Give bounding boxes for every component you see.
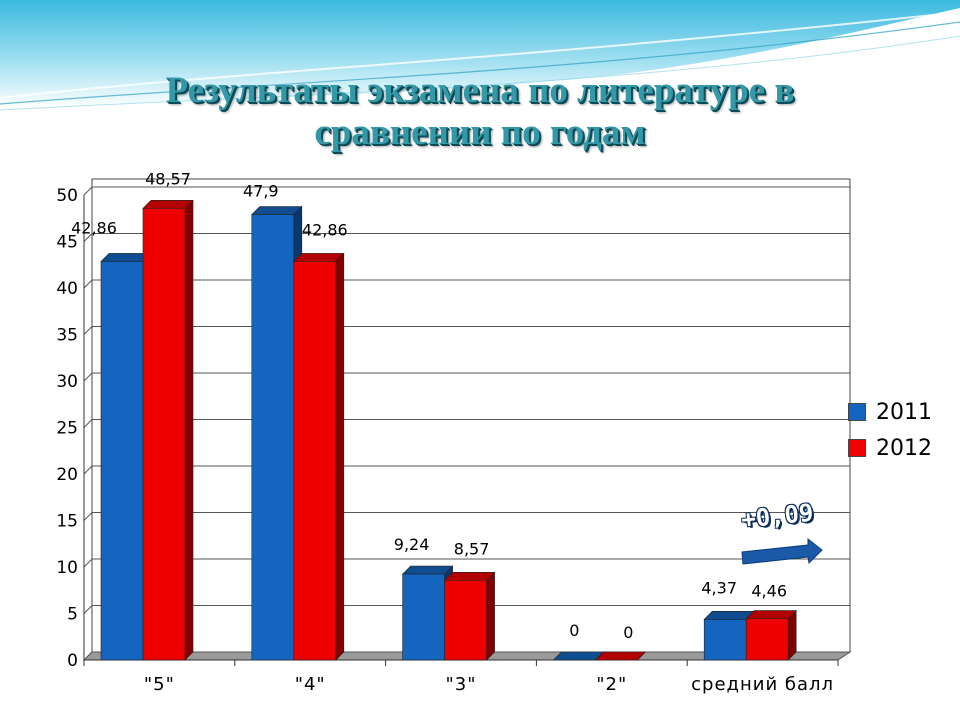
bar-side (335, 252, 345, 661)
y-tick-label: 35 (56, 326, 78, 346)
x-tick-label: "2" (596, 674, 627, 695)
gridline-side (83, 326, 93, 335)
gridline-side (83, 372, 93, 382)
y-tick-label: 20 (56, 465, 78, 485)
x-tick-label: "5" (144, 674, 175, 695)
y-tick-label: 25 (56, 419, 78, 439)
bar-top (745, 610, 797, 619)
gridline-side (83, 419, 93, 428)
bar-front (703, 619, 747, 661)
bar-front (142, 207, 186, 661)
data-label-2011-0: 42,86 (71, 218, 117, 237)
header-wave-line (0, 11, 960, 99)
gridline-side (83, 233, 93, 242)
bar-top (401, 565, 454, 575)
bars (100, 199, 797, 661)
bar-2012-0 (142, 199, 194, 661)
data-label-2012-1: 42,86 (302, 220, 348, 239)
bar-2012-2 (443, 571, 496, 661)
bar-side (184, 199, 194, 661)
data-label-2012-0: 48,57 (145, 169, 191, 188)
y-tick-label: 40 (56, 279, 78, 299)
y-tick-label: 5 (67, 605, 78, 625)
legend-label-2011: 2011 (876, 399, 932, 425)
right-arrow-icon (741, 537, 823, 565)
data-label-2012-2: 8,57 (454, 539, 490, 558)
y-tick-label: 10 (56, 558, 78, 578)
bar-front (293, 261, 337, 661)
y-tick-label: 45 (56, 233, 78, 253)
slide-title-line-2: сравнении по годам (314, 112, 646, 153)
x-tick-label: средний балл (691, 674, 834, 695)
y-tick-label: 30 (56, 372, 78, 392)
bar-top (251, 206, 303, 215)
bar-front (251, 214, 295, 661)
right-arrow-shape (741, 537, 823, 565)
bar-top (552, 651, 605, 661)
bar-front (745, 618, 789, 661)
slide-title-line-1: Результаты экзамена по литературе в (165, 70, 795, 111)
legend: 2011 2012 (848, 398, 948, 468)
y-tick-label: 0 (67, 651, 78, 671)
slide-title: Результаты экзамена по литературе в срав… (60, 70, 900, 154)
y-tick-label: 15 (56, 512, 78, 532)
bar-side (787, 609, 797, 661)
data-label-2011-1: 47,9 (243, 182, 279, 201)
data-label-2011-4: 4,37 (701, 578, 737, 597)
bar-front (100, 261, 144, 661)
x-tick-label: "3" (445, 674, 476, 695)
bar-top (293, 253, 345, 262)
data-label-2012-4: 4,46 (751, 582, 787, 601)
gridline-side (83, 605, 93, 614)
header-wave-line (0, 21, 960, 105)
bar-2012-3 (594, 651, 647, 661)
bar-2011-3 (552, 651, 605, 661)
bar-top (443, 571, 496, 581)
bar-2012-4 (745, 609, 797, 661)
gridline-side (83, 465, 93, 475)
x-axis-labels: "5" "4" "3" "2" средний балл (144, 674, 834, 695)
bar-2012-1 (293, 252, 345, 661)
gridline-side (83, 512, 93, 521)
bar-top (142, 199, 194, 209)
legend-swatch-2011 (848, 403, 866, 421)
bar-front (402, 573, 445, 661)
bar-front (444, 579, 487, 661)
header-wave (0, 0, 960, 108)
gridline-side (83, 558, 93, 568)
legend-item-2012: 2012 (848, 434, 932, 462)
legend-label-2012: 2012 (876, 435, 932, 461)
gridline-side (83, 186, 93, 196)
bar-side (486, 571, 495, 661)
bar-top (594, 651, 647, 661)
data-label-2011-2: 9,24 (394, 535, 430, 554)
header-wave-line (0, 35, 960, 111)
data-label-2011-3: 0 (569, 621, 579, 640)
data-labels: 42,86 48,57 47,9 42,86 9,24 8,57 0 0 4,37 4,46 (71, 169, 787, 642)
gridline-side (83, 279, 93, 289)
legend-item-2011: 2011 (848, 398, 932, 426)
legend-swatch-2012 (848, 439, 866, 457)
y-axis-ticks: 0 5 10 15 20 25 30 35 40 45 50 (56, 186, 78, 671)
y-tick-label: 50 (56, 186, 78, 206)
data-label-2012-3: 0 (623, 623, 633, 642)
x-tick-label: "4" (295, 674, 326, 695)
